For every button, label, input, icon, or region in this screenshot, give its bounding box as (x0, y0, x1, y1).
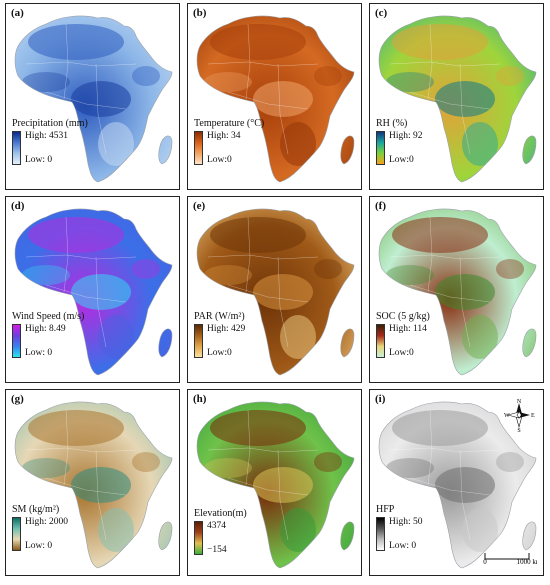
legend-title: Temperature (°C) (194, 118, 265, 129)
legend-low: Low: 0 (389, 541, 417, 551)
legend-colorbar (12, 517, 21, 551)
legend-low: Low: 0 (25, 348, 53, 358)
legend-title: HFP (376, 504, 395, 515)
panel-label: (g) (11, 393, 24, 405)
svg-text:0: 0 (483, 558, 487, 565)
legend: PAR (W/m²) High: 429 Low:0 (194, 311, 245, 358)
legend-high: High: 114 (389, 324, 427, 334)
africa-map-e (196, 208, 355, 376)
legend-title: RH (%) (376, 118, 408, 129)
legend-colorbar (194, 131, 203, 165)
legend: Precipitation (mm) High: 4531 Low: 0 (12, 118, 88, 165)
legend-title: Precipitation (mm) (12, 118, 88, 129)
map-panel-c: (c) RH (%) High: 92 Low:0 (369, 3, 544, 190)
legend-colorbar (12, 131, 21, 165)
africa-map-c (378, 15, 537, 183)
map-panel-d: (d) Wind Speed (m/s) High: 8.49 Low: 0 (5, 196, 180, 383)
africa-map-d (14, 208, 173, 376)
legend: SOC (5 g/kg) High: 114 Low:0 (376, 311, 430, 358)
legend-high: High: 4531 (25, 131, 69, 141)
svg-text:E: E (531, 413, 535, 419)
compass-rose-icon: N S W E (503, 398, 535, 437)
svg-text:N: N (517, 399, 522, 405)
map-panel-h: (h) Elevation(m) 4374 −154 (187, 389, 362, 576)
legend-colorbar (194, 521, 203, 555)
svg-text:S: S (517, 428, 520, 432)
legend-high: High: 2000 (25, 517, 69, 527)
svg-text:1000 km: 1000 km (517, 558, 537, 565)
panel-label: (h) (193, 393, 207, 405)
panel-label: (c) (375, 7, 388, 19)
africa-map-h (196, 401, 355, 569)
map-panel-g: (g) SM (kg/m²) High: 2000 Low: 0 (5, 389, 180, 576)
legend-title: SM (kg/m²) (12, 504, 60, 515)
legend-high: 4374 (207, 521, 226, 531)
legend: SM (kg/m²) High: 2000 Low: 0 (12, 504, 68, 551)
legend: Temperature (°C) High: 34 Low:0 (194, 118, 264, 165)
legend: HFP High: 50 Low: 0 (376, 504, 423, 551)
panel-label: (a) (11, 7, 24, 19)
legend-colorbar (376, 131, 385, 165)
map-panel-a: (a) Precipitation (mm) High: 4531 Low: 0 (5, 3, 180, 190)
legend: Wind Speed (m/s) High: 8.49 Low: 0 (12, 311, 84, 358)
map-panel-b: (b) Temperature (°C) High: 34 Low:0 (187, 3, 362, 190)
legend-low: Low:0 (389, 155, 414, 165)
africa-map-a (14, 15, 173, 183)
legend-low: Low: 0 (25, 541, 53, 551)
map-panel-e: (e) PAR (W/m²) High: 429 Low:0 (187, 196, 362, 383)
legend-title: SOC (5 g/kg) (376, 311, 430, 322)
map-panel-i: (i) HFP High: 50 Low: 0 N S W E 0 1 (369, 389, 544, 576)
panel-label: (i) (375, 393, 386, 405)
legend-low: Low:0 (207, 155, 232, 165)
panel-label: (e) (193, 200, 206, 212)
panel-label: (b) (193, 7, 207, 19)
svg-text:W: W (504, 413, 510, 419)
legend-low: Low: 0 (25, 155, 53, 165)
legend-title: PAR (W/m²) (194, 311, 245, 322)
africa-map-b (196, 15, 355, 183)
legend-colorbar (12, 324, 21, 358)
legend: Elevation(m) 4374 −154 (194, 508, 247, 555)
africa-map-i (378, 401, 537, 569)
legend-colorbar (376, 324, 385, 358)
panel-label: (d) (11, 200, 25, 212)
legend-colorbar (376, 517, 385, 551)
legend-high: High: 34 (207, 131, 241, 141)
legend-low: Low:0 (389, 348, 414, 358)
map-panel-f: (f) SOC (5 g/kg) High: 114 Low:0 (369, 196, 544, 383)
legend-high: High: 8.49 (25, 324, 66, 334)
legend-high: High: 50 (389, 517, 423, 527)
africa-map-g (14, 401, 173, 569)
legend-title: Elevation(m) (194, 508, 247, 519)
legend-low: Low:0 (207, 348, 232, 358)
legend-low: −154 (207, 545, 227, 555)
legend: RH (%) High: 92 Low:0 (376, 118, 423, 165)
legend-title: Wind Speed (m/s) (12, 311, 85, 322)
panel-label: (f) (375, 200, 386, 212)
scale-bar: 0 1000 km (479, 551, 542, 567)
legend-colorbar (194, 324, 203, 358)
legend-high: High: 92 (389, 131, 423, 141)
africa-map-f (378, 208, 537, 376)
legend-high: High: 429 (207, 324, 246, 334)
